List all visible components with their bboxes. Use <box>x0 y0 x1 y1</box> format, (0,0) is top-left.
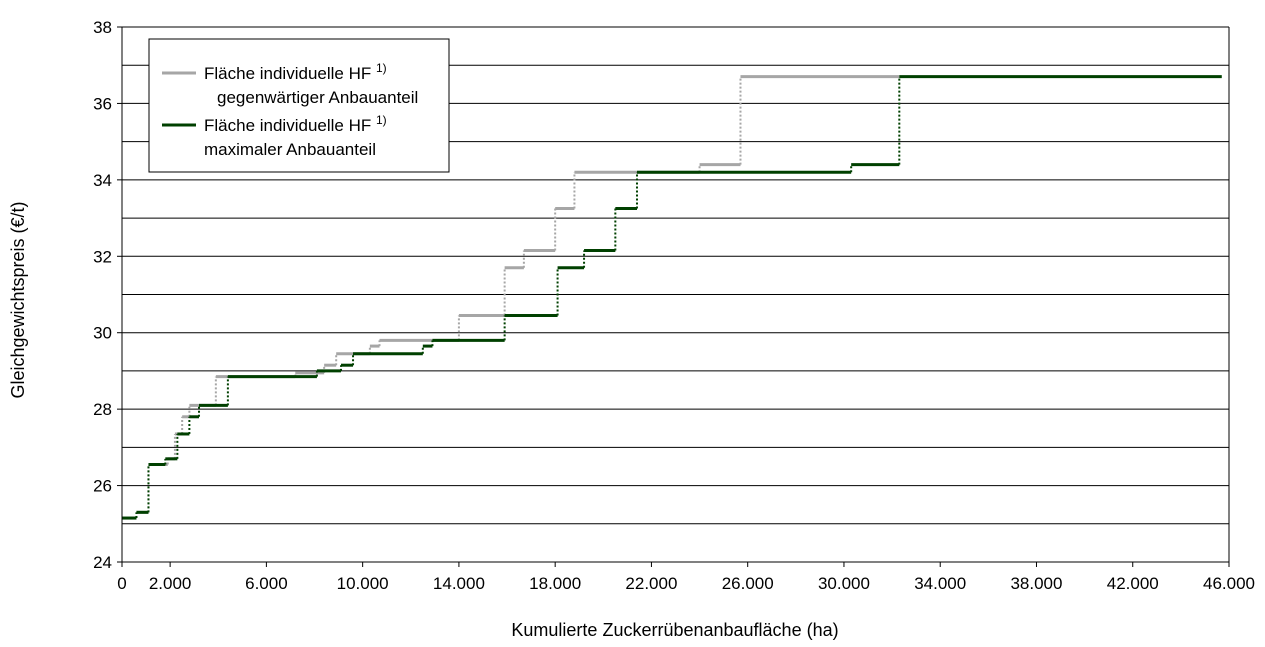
y-tick-label-24: 24 <box>93 553 112 572</box>
x-tick-label-30000: 30.000 <box>818 574 870 593</box>
legend: Fläche individuelle HF 1) gegenwärtiger … <box>148 38 450 173</box>
x-tick-label-18000: 18.000 <box>529 574 581 593</box>
x-tick-label-22000: 22.000 <box>625 574 677 593</box>
x-tick-label-2000: 2.000 <box>149 574 192 593</box>
x-tick-label-38000: 38.000 <box>1010 574 1062 593</box>
legend-footnote-maximal: 1) <box>376 113 387 127</box>
y-tick-label-26: 26 <box>93 477 112 496</box>
y-axis-title: Gleichgewichtspreis (€/t) <box>8 201 28 398</box>
gridlines <box>122 26 1230 562</box>
legend-label-gegenwaertig-name: Fläche individuelle HF <box>204 64 371 83</box>
series-layer <box>122 75 1222 520</box>
y-tick-label-36: 36 <box>93 94 112 113</box>
legend-footnote-gegenwaertig: 1) <box>376 61 387 75</box>
legend-label-maximal-line1: Fläche individuelle HF 1) <box>204 113 387 135</box>
x-tick-label-0: 0 <box>117 574 126 593</box>
y-tick-label-32: 32 <box>93 247 112 266</box>
legend-label-maximal-name: Fläche individuelle HF <box>204 116 371 135</box>
y-tick-label-38: 38 <box>93 18 112 37</box>
axis-ticks: 24 26 28 30 32 34 36 38 0 2.000 6.000 10.000 14.000 1… <box>93 18 1255 593</box>
x-tick-label-10000: 10.000 <box>337 574 389 593</box>
legend-label-gegenwaertig-line1: Fläche individuelle HF 1) <box>204 61 387 83</box>
x-tick-label-42000: 42.000 <box>1107 574 1159 593</box>
x-tick-label-6000: 6.000 <box>245 574 288 593</box>
legend-box <box>148 38 450 173</box>
y-tick-label-28: 28 <box>93 400 112 419</box>
x-tick-label-26000: 26.000 <box>722 574 774 593</box>
x-tick-label-46000: 46.000 <box>1203 574 1255 593</box>
y-tick-label-30: 30 <box>93 324 112 343</box>
x-tick-label-14000: 14.000 <box>433 574 485 593</box>
y-tick-label-34: 34 <box>93 171 112 190</box>
series-1 <box>122 75 1222 520</box>
legend-label-gegenwaertig-line2: gegenwärtiger Anbauanteil <box>217 88 418 107</box>
x-axis-title: Kumulierte Zuckerrübenanbaufläche (ha) <box>511 620 838 640</box>
legend-label-maximal-line2: maximaler Anbauanteil <box>204 140 376 159</box>
x-tick-label-34000: 34.000 <box>914 574 966 593</box>
